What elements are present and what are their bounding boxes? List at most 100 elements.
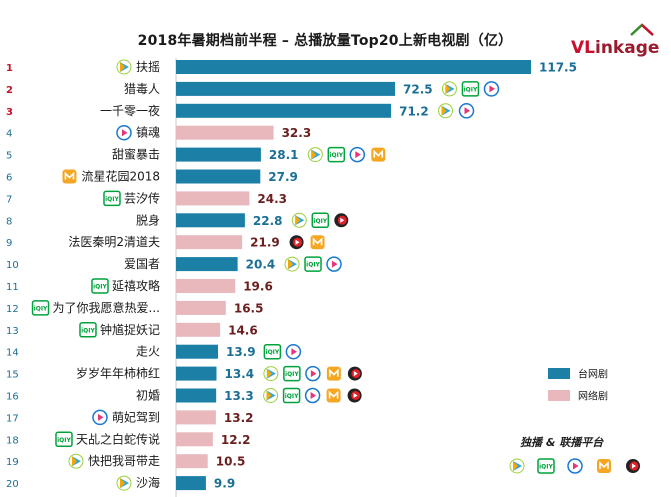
mango-icon <box>597 459 611 473</box>
value-label: 24.3 <box>257 192 287 206</box>
value-label: 12.2 <box>221 433 251 447</box>
category-label: 一千零一夜 <box>100 103 160 118</box>
rank-label: 17 <box>6 413 19 424</box>
chart-row: 14 走火 13.9 iQIY <box>6 343 302 360</box>
svg-text:iQIY: iQIY <box>539 464 553 471</box>
vlinkage-logo: VLinkage <box>571 38 660 58</box>
chart-row: 12 为了你我愿意热爱... iQIY 16.5 <box>6 300 263 316</box>
rank-label: 19 <box>6 457 19 468</box>
category-label: 扶摇 <box>136 59 160 74</box>
youku-icon <box>349 146 366 163</box>
bar <box>176 344 218 359</box>
bar <box>176 169 261 184</box>
tencent-icon <box>441 81 457 97</box>
chart-row: 7 芸汐传 iQIY 24.3 <box>6 190 287 207</box>
chart-row: 19 快把我哥带走 10.5 <box>6 453 246 469</box>
legend-label: 台网剧 <box>578 368 608 381</box>
category-label: 钟馗捉妖记 <box>100 322 160 337</box>
category-label: 芸汐传 <box>124 190 160 205</box>
sohu-icon <box>289 235 304 250</box>
svg-text:iQIY: iQIY <box>57 437 71 444</box>
iqiyi-icon: iQIY <box>91 278 109 294</box>
sohu-icon <box>347 366 362 381</box>
iqiyi-icon: iQIY <box>327 146 346 163</box>
category-label: 甜蜜暴击 <box>112 147 160 162</box>
value-label: 71.2 <box>399 104 429 118</box>
bar <box>176 213 245 228</box>
value-label: 32.3 <box>282 126 312 140</box>
mango-icon <box>62 169 77 184</box>
rank-label: 14 <box>6 348 19 359</box>
iqiyi-icon: iQIY <box>263 343 282 360</box>
youku-icon <box>116 124 132 141</box>
value-label: 13.4 <box>224 367 254 381</box>
logo-roof-icon <box>630 23 654 36</box>
tencent-icon <box>263 388 279 403</box>
chart-row: 5 甜蜜暴击 28.1 iQIY <box>6 146 386 163</box>
chart-row: 11 延禧攻略 iQIY 19.6 <box>6 278 273 294</box>
category-label: 脱身 <box>136 212 160 227</box>
youku-icon <box>304 387 321 404</box>
category-label: 天乩之白蛇传说 <box>76 431 160 446</box>
youku-icon <box>92 409 108 426</box>
bar <box>176 235 243 250</box>
bar <box>176 191 250 206</box>
bar <box>176 103 392 118</box>
mango-icon <box>326 366 341 381</box>
value-label: 22.8 <box>253 214 283 228</box>
mango-icon <box>326 388 341 403</box>
category-label: 萌妃驾到 <box>112 410 160 424</box>
rank-label: 5 <box>6 151 12 162</box>
tencent-icon <box>307 147 323 163</box>
rank-label: 4 <box>6 129 12 140</box>
category-label: 快把我哥带走 <box>88 454 160 468</box>
svg-text:iQIY: iQIY <box>313 218 327 225</box>
rank-label: 8 <box>6 216 12 227</box>
value-label: 20.4 <box>246 258 276 272</box>
value-label: 21.9 <box>250 236 280 250</box>
iqiyi-icon: iQIY <box>304 256 322 272</box>
bar <box>176 300 226 315</box>
platform-icon-row: iQIY <box>509 458 640 474</box>
youku-icon <box>326 256 342 272</box>
svg-text:iQIY: iQIY <box>464 86 478 93</box>
bar <box>176 454 208 469</box>
chart-row: 4 镇魂 32.3 <box>6 125 311 141</box>
svg-text:iQIY: iQIY <box>93 284 107 291</box>
bar <box>176 388 217 403</box>
bar <box>176 125 274 140</box>
bar <box>176 147 261 162</box>
youku-icon <box>567 458 583 474</box>
platform-label: 独播 & 联播平台 <box>520 436 604 449</box>
value-label: 10.5 <box>216 455 246 469</box>
chart-row: 3 一千零一夜 71.2 <box>6 103 475 119</box>
category-label: 岁岁年年柿柿红 <box>76 366 160 381</box>
tencent-icon <box>284 256 300 272</box>
iqiyi-icon: iQIY <box>31 300 50 316</box>
bar <box>176 279 236 293</box>
iqiyi-icon: iQIY <box>461 81 480 97</box>
sohu-icon <box>347 388 362 403</box>
bar <box>176 322 221 337</box>
legend-swatch <box>548 390 570 401</box>
tencent-icon <box>68 453 84 469</box>
iqiyi-icon: iQIY <box>55 431 73 448</box>
iqiyi-icon: iQIY <box>283 365 301 382</box>
tencent-icon <box>116 59 132 75</box>
bar <box>176 60 531 74</box>
youku-icon <box>305 365 321 382</box>
legend-label: 网络剧 <box>578 390 608 403</box>
bar <box>176 81 396 96</box>
value-label: 13.9 <box>226 345 256 359</box>
iqiyi-icon: iQIY <box>103 190 121 207</box>
iqiyi-icon: iQIY <box>311 212 330 229</box>
rank-label: 12 <box>6 304 19 315</box>
svg-text:iQIY: iQIY <box>306 262 320 269</box>
svg-text:iQIY: iQIY <box>34 305 48 312</box>
category-label: 猎毒人 <box>124 82 160 96</box>
svg-text:iQIY: iQIY <box>266 349 280 356</box>
chart-row: 15 岁岁年年柿柿红 13.4 iQIY <box>6 366 362 382</box>
legend-swatch <box>548 368 570 379</box>
